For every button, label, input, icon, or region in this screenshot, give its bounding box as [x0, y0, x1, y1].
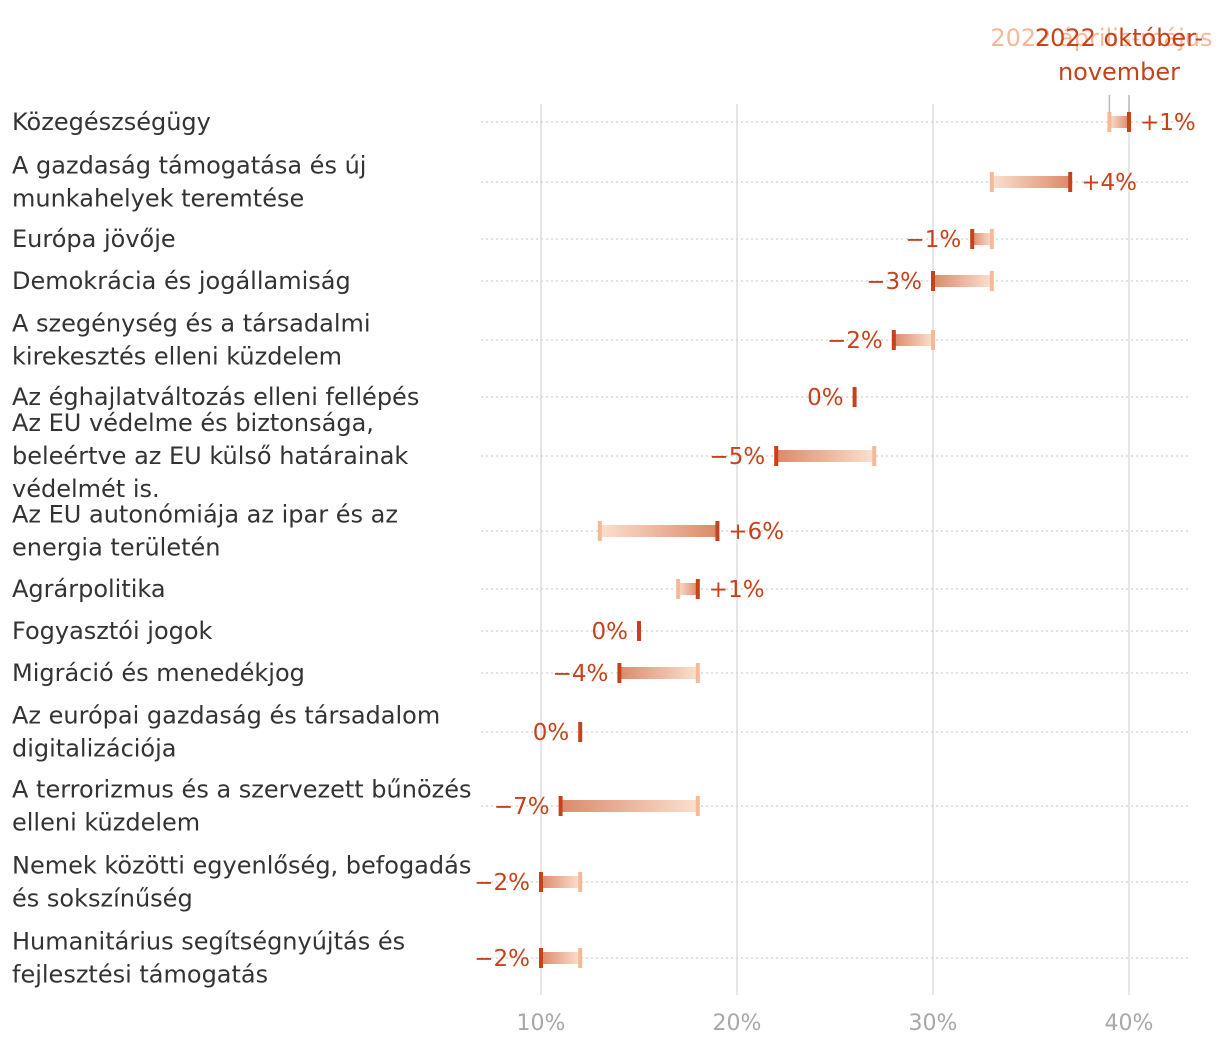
change-bar — [560, 800, 698, 812]
change-bar — [619, 667, 698, 679]
change-bar — [933, 275, 992, 287]
change-bar — [541, 876, 581, 888]
category-label: Európa jövője — [12, 225, 176, 253]
change-label: +6% — [728, 519, 784, 545]
x-tick-label: 40% — [1105, 1011, 1154, 1036]
category-label: Az EU védelme és biztonsága, beleértve az… — [12, 409, 408, 503]
end-marker — [852, 387, 857, 407]
category-label: Az EU autonómiája az ipar és az energia t… — [12, 501, 398, 562]
change-label: −2% — [474, 870, 530, 896]
category-label: A szegénység és a társadalmi kirekesztés … — [12, 310, 371, 371]
category-label: Az éghajlatváltozás elleni fellépés — [12, 383, 419, 411]
change-label: −2% — [827, 328, 883, 354]
change-bar — [1109, 116, 1129, 128]
end-marker — [970, 229, 975, 249]
end-marker — [715, 521, 720, 541]
start-marker — [931, 330, 935, 350]
change-label: +4% — [1081, 170, 1137, 196]
x-tick-label: 30% — [909, 1011, 958, 1036]
change-label: +1% — [709, 577, 765, 603]
end-marker — [578, 722, 583, 742]
start-marker — [989, 271, 994, 291]
change-label: −2% — [474, 946, 530, 972]
category-label: Az európai gazdaság és társadalom digital… — [12, 702, 440, 763]
start-marker — [578, 948, 583, 968]
change-label: −5% — [709, 444, 765, 470]
start-marker — [695, 663, 700, 683]
change-bar — [599, 525, 718, 537]
end-marker — [891, 330, 896, 350]
end-marker — [617, 663, 622, 683]
legend-end-label: 2022 október-november — [1035, 24, 1203, 86]
start-marker — [872, 446, 877, 466]
x-tick-label: 10% — [517, 1011, 566, 1036]
x-axis-tick-labels: 10% 20% 30% 40% — [517, 1011, 1154, 1036]
legend: 2022 április-május 2022 október-november — [990, 24, 1212, 113]
category-label: Közegészségügy — [12, 108, 211, 136]
end-marker — [774, 446, 779, 466]
category-label: Demokrácia és jogállamiság — [12, 267, 351, 295]
category-label: A gazdaság támogatása és új munkahelyek t… — [12, 152, 366, 213]
start-marker — [597, 521, 602, 541]
start-marker — [989, 229, 994, 249]
change-bar — [972, 233, 992, 245]
change-label: 0% — [807, 385, 844, 411]
legend-start-label: 2022 április-május — [990, 24, 1212, 52]
start-marker — [578, 872, 583, 892]
end-marker — [637, 621, 641, 641]
category-labels: Közegészségügy A gazdaság támogatása és ú… — [12, 108, 472, 989]
category-label: Humanitárius segítségnyújtás és fejleszté… — [12, 928, 405, 989]
end-marker — [539, 948, 543, 968]
category-label: A terrorizmus és a szervezett bűnözés ell… — [12, 776, 472, 837]
category-label: Fogyasztói jogok — [12, 617, 213, 645]
change-label: −1% — [905, 227, 961, 253]
row-lines-layer — [481, 121, 1190, 959]
change-bar — [678, 583, 698, 595]
change-bar — [541, 952, 581, 964]
marks-layer: +1% +4% −1% −3% −2% 0% −5% +6% +1% 0% −4% 0% −7% −2% −… — [474, 110, 1196, 972]
start-marker — [989, 172, 994, 192]
change-bar — [991, 176, 1071, 188]
x-tick-label: 20% — [713, 1011, 762, 1036]
change-label: −4% — [553, 661, 609, 687]
category-label: Nemek közötti egyenlőség, befogadás és so… — [12, 852, 471, 913]
end-marker — [931, 271, 935, 291]
category-label: Migráció és menedékjog — [12, 659, 305, 687]
end-marker — [1068, 172, 1073, 192]
change-label: −3% — [866, 269, 922, 295]
start-marker — [695, 796, 700, 816]
change-label: 0% — [592, 619, 629, 645]
start-marker — [1107, 112, 1112, 132]
category-label: Agrárpolitika — [12, 575, 166, 603]
grid-layer — [540, 104, 1130, 995]
change-label: 0% — [533, 720, 570, 746]
change-label: +1% — [1140, 110, 1196, 136]
end-marker — [558, 796, 563, 816]
end-marker — [539, 872, 543, 892]
change-bar — [893, 334, 933, 346]
end-marker — [695, 579, 700, 599]
change-bar — [776, 450, 875, 462]
end-marker — [1127, 112, 1131, 132]
change-label: −7% — [494, 794, 550, 820]
start-marker — [676, 579, 681, 599]
